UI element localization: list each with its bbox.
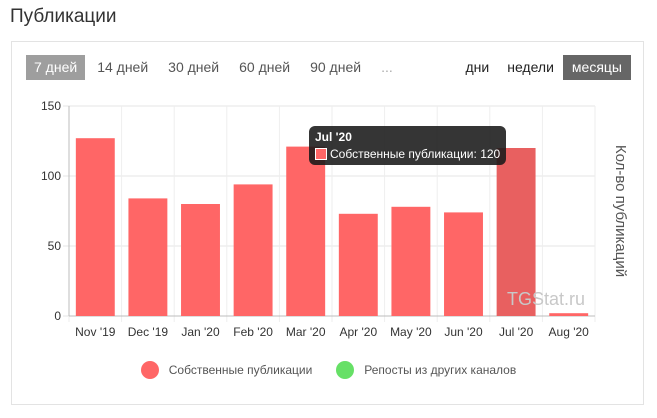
y-axis-label: Кол-во публикаций [612,145,629,277]
tab-60-days[interactable]: 60 дней [239,59,291,75]
chart-panel: 7 дней 14 дней 30 дней 60 дней 90 дней .… [11,41,644,405]
tab-7-days[interactable]: 7 дней [26,55,86,80]
tab-more[interactable]: ... [381,59,393,75]
page-title: Публикации [10,6,117,27]
legend-label-reposts: Репосты из других каналов [364,363,517,377]
legend-dot-own-posts [140,361,159,379]
watermark: TGStat.ru [507,289,585,309]
tooltip-separator: : [473,147,481,161]
legend-item-own-posts[interactable]: Собственные публикации [140,361,313,379]
bar[interactable] [181,204,220,316]
tooltip-value: 120 [480,147,501,161]
range-tabs: 7 дней 14 дней 30 дней 60 дней 90 дней .… [26,55,405,80]
period-tabs: дни недели месяцы [456,55,631,80]
x-tick-label: Feb '20 [233,325,273,339]
tooltip-series-label: Собственные публикации [330,147,474,161]
tab-months[interactable]: месяцы [562,55,631,80]
x-tick-label: Jan '20 [181,325,220,339]
y-tick-label: 50 [48,239,62,253]
x-tick-label: Apr '20 [339,325,377,339]
tab-14-days[interactable]: 14 дней [97,59,149,75]
bar-chart: 0 50 100 150 Nov '19 Dec '19 Jan '20 Feb '20 Mar… [41,99,629,339]
x-tick-label: Mar '20 [286,325,326,339]
y-tick-label: 0 [54,309,61,323]
bar[interactable] [338,213,378,316]
y-tick-label: 150 [41,99,61,113]
bar[interactable] [444,212,483,316]
tab-90-days[interactable]: 90 дней [310,59,362,75]
tooltip-title: Jul '20 [315,130,352,144]
bar[interactable] [75,138,115,316]
x-tick-label: Nov '19 [75,325,116,339]
y-tick-label: 100 [41,169,61,183]
x-tick-label: May '20 [390,325,432,339]
tooltip-swatch [315,148,327,160]
bar[interactable] [286,146,326,316]
x-tick-label: Jul '20 [499,325,534,339]
tooltip-row: Собственные публикации: 120 [315,147,500,161]
legend-dot-reposts [336,361,355,379]
tab-weeks[interactable]: недели [507,59,554,75]
legend-label-own-posts: Собственные публикации [168,363,313,377]
tab-days[interactable]: дни [465,59,490,75]
bar[interactable] [391,206,431,316]
bar[interactable] [233,184,273,316]
chart-tooltip: Jul '20 Собственные публикации: 120 [309,126,507,165]
bar[interactable] [128,198,168,316]
x-tick-label: Jun '20 [444,325,483,339]
chart-legend: Собственные публикации Репосты из других… [12,361,645,379]
bar[interactable] [549,313,589,316]
legend-item-reposts[interactable]: Репосты из других каналов [336,361,516,379]
tab-30-days[interactable]: 30 дней [168,59,220,75]
bar[interactable] [496,148,536,316]
x-tick-label: Aug '20 [549,325,590,339]
x-tick-label: Dec '19 [128,325,169,339]
